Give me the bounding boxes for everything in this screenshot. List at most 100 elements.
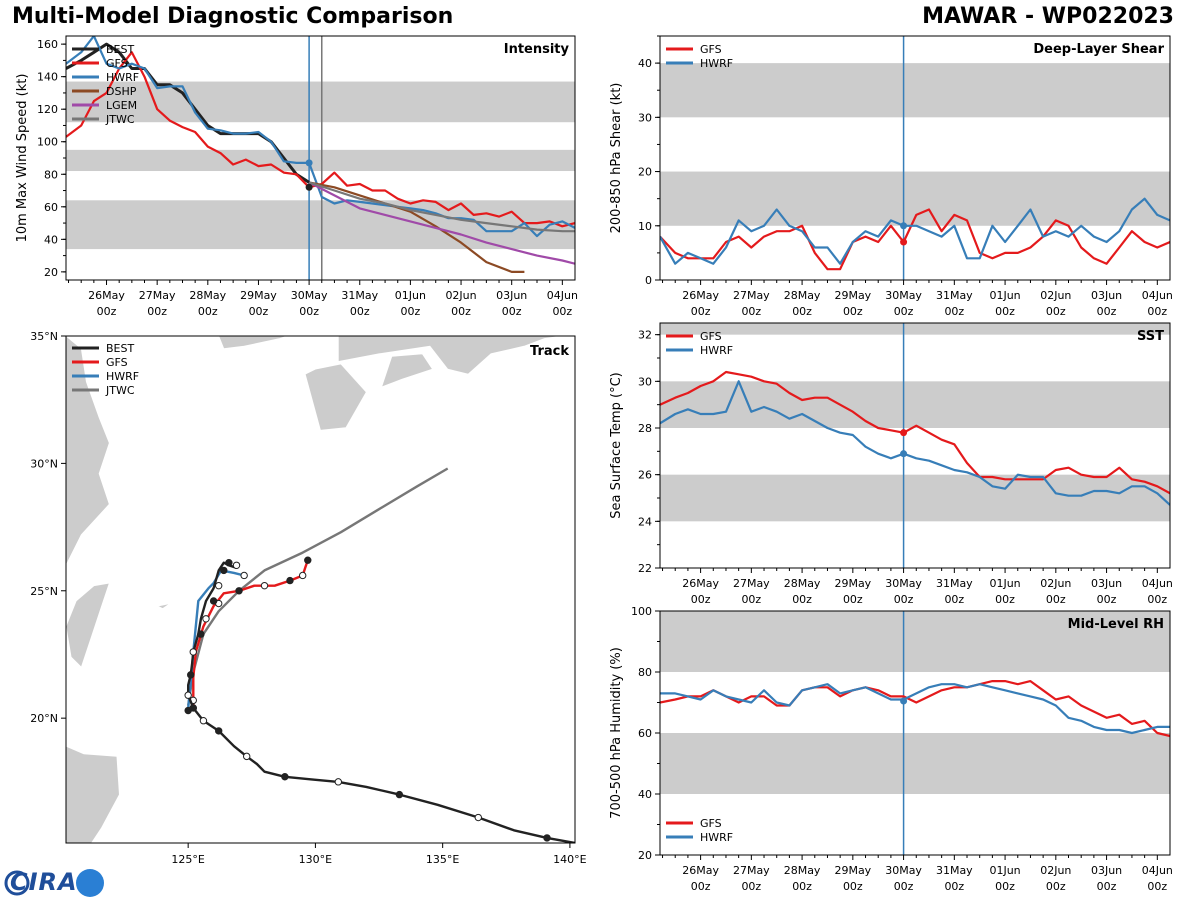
rh-title: Mid-Level RH xyxy=(1068,617,1164,632)
shikoku-land xyxy=(380,353,434,388)
track-xtick-label: 140°E xyxy=(553,853,586,866)
track-point-best xyxy=(395,790,404,799)
sst-plot-area xyxy=(660,323,1170,568)
sst-xtick-date: 29May xyxy=(834,577,871,590)
shear-xtick-date: 28May xyxy=(784,289,821,302)
rh-xtick-date: 26May xyxy=(682,864,719,877)
rh-series-gfs xyxy=(660,679,1170,738)
sst-xtick-date: 02Jun xyxy=(1040,577,1071,590)
track-point-best xyxy=(474,813,482,822)
intensity-series-gfs xyxy=(66,51,575,228)
intensity-xtick-hour: 00z xyxy=(147,305,167,318)
track-point-best xyxy=(225,559,233,567)
shear-ylabel: 200-850 hPa Shear (kt) xyxy=(609,83,624,234)
cira-logo-ring xyxy=(4,870,30,896)
intensity-xtick-date: 31May xyxy=(341,289,378,302)
track-ytick-label: 30°N xyxy=(30,457,58,470)
intensity-xtick-date: 03Jun xyxy=(496,289,527,302)
intensity-ytick-label: 40 xyxy=(44,233,58,246)
rh-xtick-hour: 00z xyxy=(1097,880,1117,893)
sst-xtick-date: 03Jun xyxy=(1091,577,1122,590)
intensity-xtick-date: 29May xyxy=(240,289,277,302)
intensity-band-2 xyxy=(66,81,575,123)
sst-legend-label: GFS xyxy=(700,330,722,343)
intensity-legend-label: DSHP xyxy=(106,85,137,98)
okinawa-land xyxy=(253,544,273,563)
sst-ytick-label: 24 xyxy=(638,515,652,528)
sst-title: SST xyxy=(1137,329,1164,344)
sst-xtick-hour: 00z xyxy=(792,593,812,606)
track-point-best xyxy=(189,704,197,712)
shear-xtick-date: 03Jun xyxy=(1091,289,1122,302)
intensity-xtick-hour: 00z xyxy=(451,305,471,318)
sst-xtick-hour: 00z xyxy=(1097,593,1117,606)
track-ytick-label: 25°N xyxy=(30,585,58,598)
sst-series-gfs xyxy=(660,370,1170,495)
track-frame xyxy=(65,335,576,844)
sst-series-hwrf xyxy=(660,380,1170,506)
track-point-best xyxy=(543,834,551,842)
intensity-xtick-hour: 00z xyxy=(350,305,370,318)
korea-land xyxy=(218,336,291,350)
sst-marker-0 xyxy=(900,429,908,437)
track-point-gfs xyxy=(260,581,269,590)
rh-legend-label: GFS xyxy=(700,817,722,830)
honshu-land xyxy=(337,336,575,375)
sst-xtick-date: 04Jun xyxy=(1142,577,1173,590)
track-title: Track xyxy=(530,344,569,359)
track-ytick-label: 20°N xyxy=(30,712,58,725)
rh-xtick-date: 01Jun xyxy=(989,864,1020,877)
intensity-legend-label: BEST xyxy=(106,43,134,56)
track-point-best xyxy=(281,773,289,781)
intensity-xtick-hour: 00z xyxy=(97,305,117,318)
rh-series-hwrf xyxy=(660,683,1170,735)
shear-series-hwrf xyxy=(660,197,1170,265)
shear-ytick-label: 10 xyxy=(638,220,652,233)
sst-legend-label: HWRF xyxy=(700,344,733,357)
shear-frame xyxy=(659,35,1171,281)
sst-xtick-date: 30May xyxy=(885,577,922,590)
rh-band-0 xyxy=(660,733,1170,794)
storm-id-title: MAWAR - WP022023 xyxy=(922,4,1174,29)
track-xtick-label: 125°E xyxy=(171,853,204,866)
sst-xtick-date: 27May xyxy=(733,577,770,590)
shear-ytick-label: 30 xyxy=(638,111,652,124)
intensity-ytick-label: 20 xyxy=(44,266,58,279)
cira-logo: CIRA xyxy=(6,866,116,900)
intensity-series-jtwc xyxy=(308,181,575,233)
intensity-xtick-date: 26May xyxy=(88,289,125,302)
shear-xtick-hour: 00z xyxy=(741,305,761,318)
shear-xtick-hour: 00z xyxy=(792,305,812,318)
intensity-ytick-label: 100 xyxy=(37,136,58,149)
sst-band-0 xyxy=(660,474,1170,522)
track-point-gfs xyxy=(235,587,243,595)
sst-xtick-hour: 00z xyxy=(741,593,761,606)
track-point-gfs xyxy=(298,571,307,580)
china-coast-land xyxy=(66,336,110,566)
track-legend-label: HWRF xyxy=(106,370,139,383)
intensity-band-0 xyxy=(66,200,575,250)
track-point-best xyxy=(199,717,208,725)
intensity-xtick-date: 27May xyxy=(139,289,176,302)
track-legend-label: BEST xyxy=(106,342,134,355)
intensity-xtick-hour: 00z xyxy=(198,305,218,318)
track-point-best xyxy=(232,561,241,569)
intensity-legend-label: JTWC xyxy=(105,113,135,126)
rh-xtick-hour: 00z xyxy=(1147,880,1167,893)
page-title: Multi-Model Diagnostic Comparison xyxy=(12,4,454,29)
sst-ytick-label: 30 xyxy=(638,375,652,388)
shear-xtick-hour: 00z xyxy=(691,305,711,318)
track-point-best xyxy=(189,648,197,656)
intensity-xtick-hour: 00z xyxy=(249,305,269,318)
intensity-ytick-label: 120 xyxy=(37,103,58,116)
track-point-best xyxy=(220,566,228,575)
track-ytick-label: 35°N xyxy=(30,330,58,343)
rh-band-1 xyxy=(660,611,1170,672)
track-series-jtwc xyxy=(187,467,449,706)
shear-marker-0 xyxy=(900,238,908,246)
track-point-best xyxy=(197,630,205,638)
rh-xtick-date: 04Jun xyxy=(1142,864,1173,877)
sst-ytick-label: 26 xyxy=(638,469,652,482)
sst-xtick-hour: 00z xyxy=(894,593,914,606)
rh-xtick-date: 27May xyxy=(733,864,770,877)
